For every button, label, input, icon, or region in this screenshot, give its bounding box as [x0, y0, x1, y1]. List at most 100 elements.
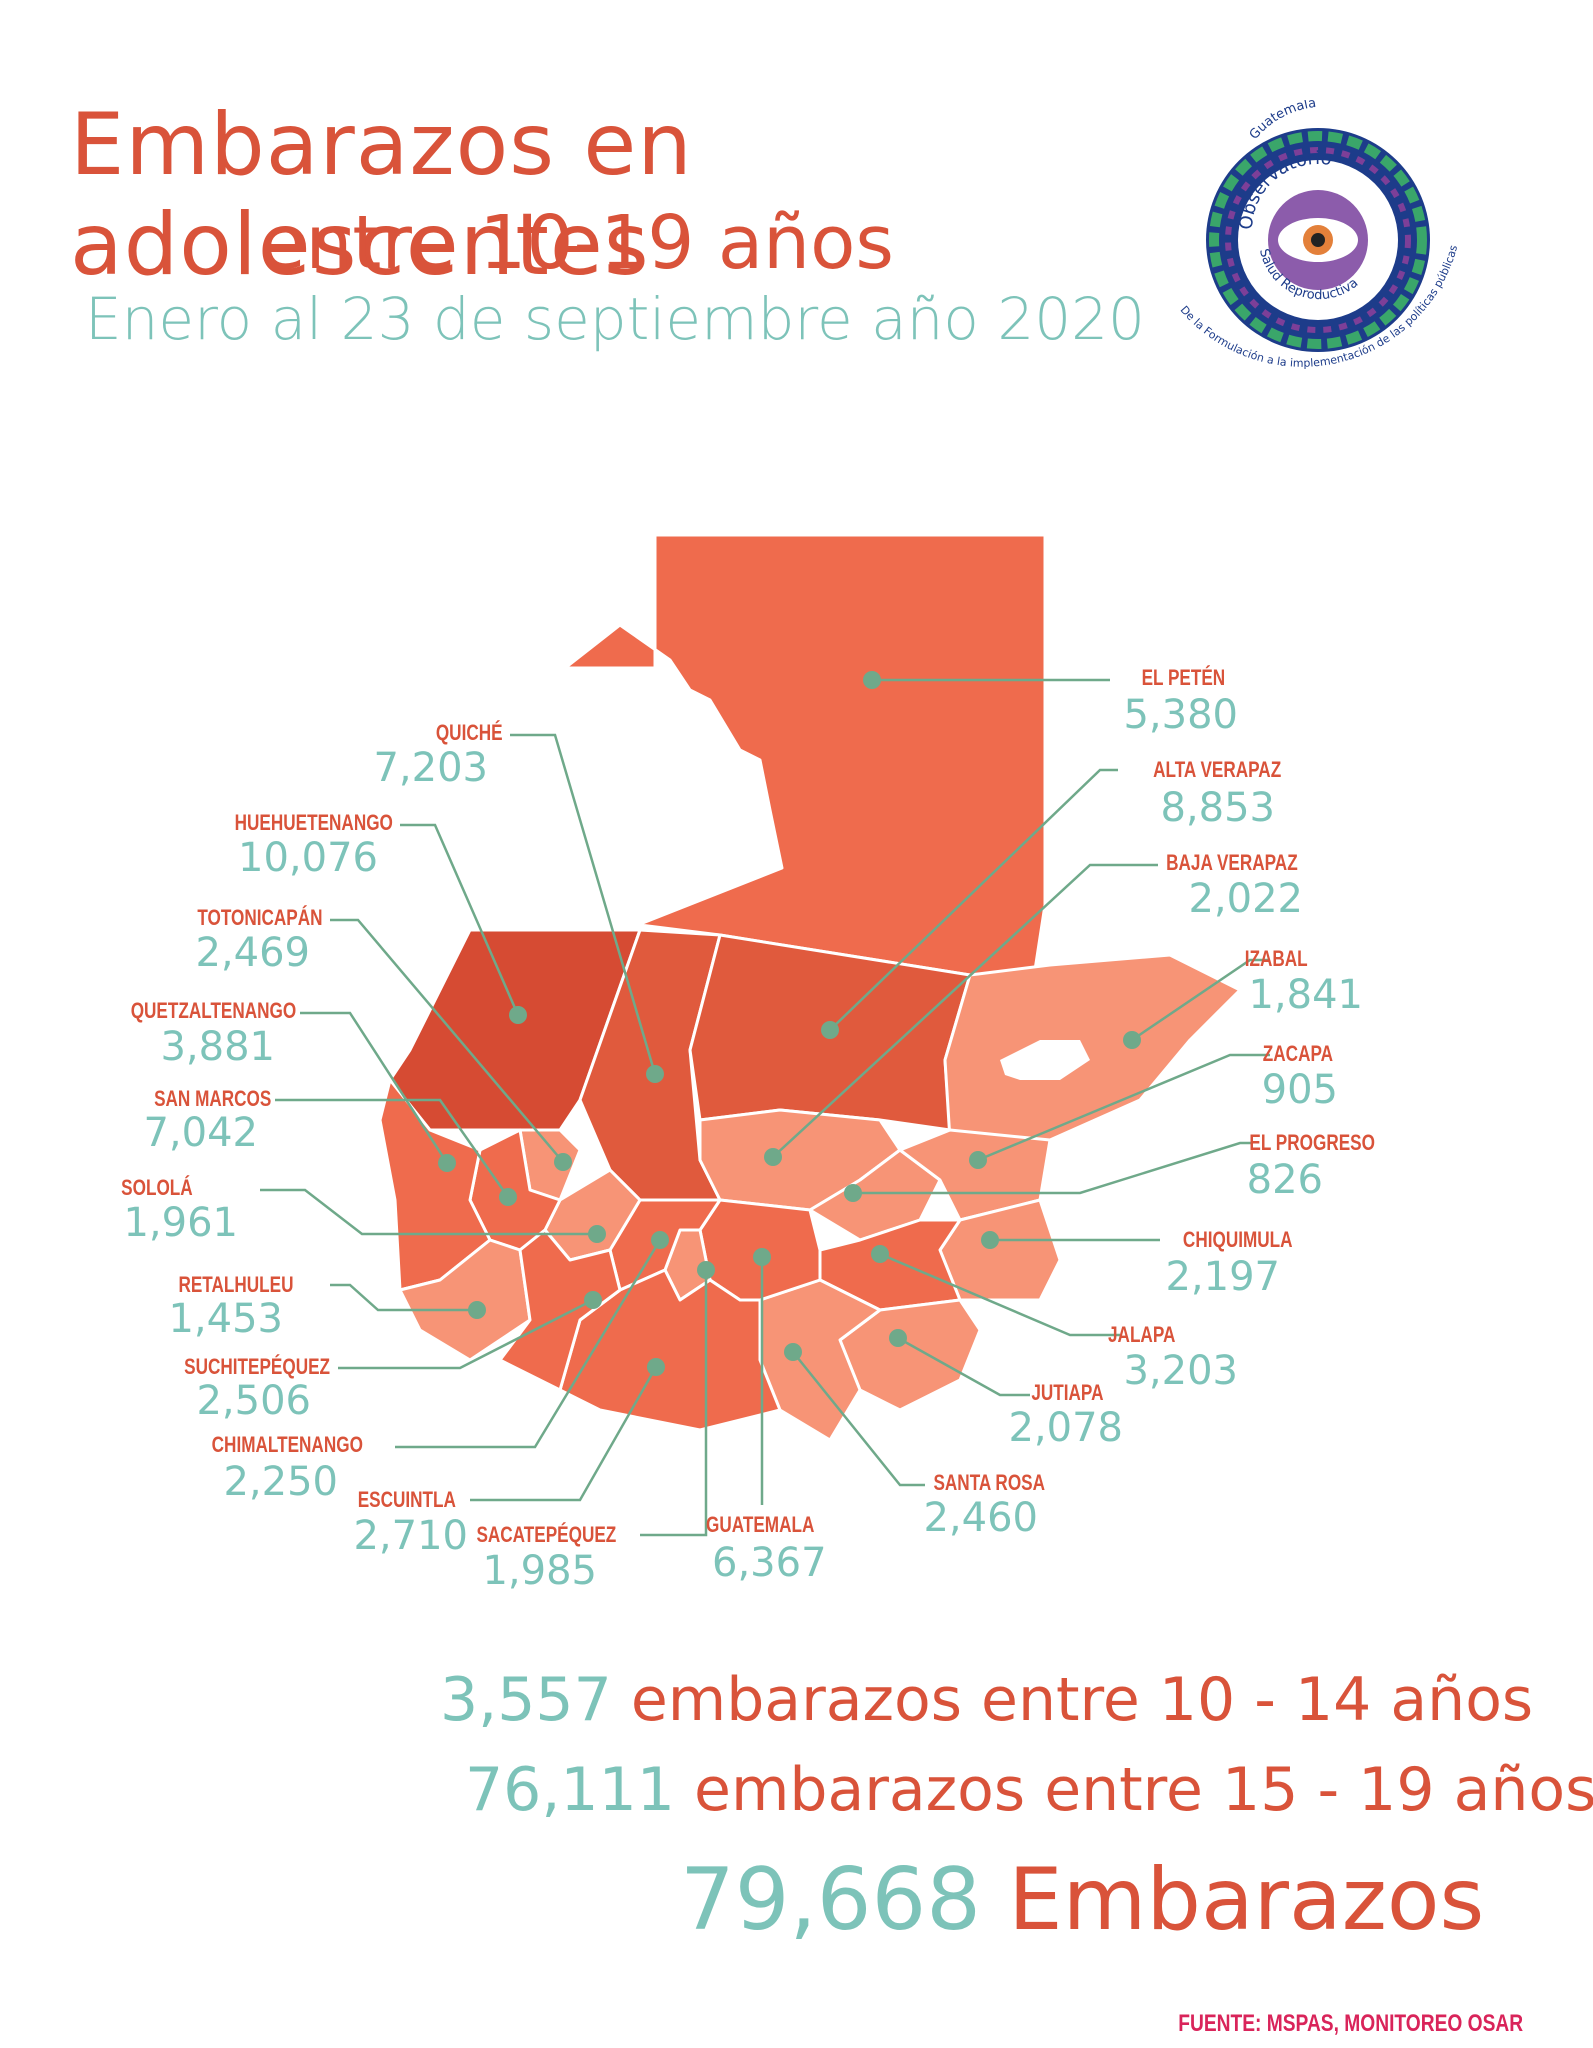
- leader-izabal: [1131, 958, 1270, 1042]
- label-name-chimaltenango: CHIMALTENANGO: [211, 1432, 363, 1457]
- label-name-baja-verapaz: BAJA VERAPAZ: [1166, 850, 1298, 875]
- label-value-quiche: 7,203: [373, 745, 488, 791]
- label-name-sacatepequez: SACATEPÉQUEZ: [476, 1522, 616, 1547]
- dot-retalhuleu: [468, 1301, 486, 1319]
- label-name-quiche: QUICHÉ: [436, 720, 503, 745]
- lake-izabal: [1000, 1040, 1090, 1080]
- total-text: Embarazos: [1008, 1850, 1485, 1950]
- title-line-1: Embarazos en adolescentes: [70, 95, 693, 295]
- label-value-zacapa: 905: [1261, 1067, 1338, 1113]
- leader-suchitepequez: [338, 1298, 594, 1370]
- label-name-totonicapan: TOTONICAPÁN: [197, 905, 323, 930]
- label-value-alta-verapaz: 8,853: [1160, 785, 1275, 831]
- dot-quetzaltenango: [438, 1154, 456, 1172]
- leader-escuintla: [470, 1366, 658, 1502]
- dot-zacapa: [969, 1151, 987, 1169]
- dot-san-marcos: [499, 1188, 517, 1206]
- summary-row-10-14: 3,557 embarazos entre 10 - 14 años: [440, 1665, 1533, 1735]
- logo-textile-pattern: [1209, 131, 1427, 349]
- leader-zacapa: [977, 1053, 1270, 1162]
- dot-jalapa: [871, 1245, 889, 1263]
- dot-quiche: [646, 1065, 664, 1083]
- dot-baja-verapaz: [764, 1148, 782, 1166]
- label-name-izabal: IZABAL: [1245, 946, 1308, 971]
- label-name-escuintla: ESCUINTLA: [357, 1487, 456, 1512]
- label-name-quetzaltenango: QUETZALTENANGO: [130, 998, 296, 1023]
- label-value-jalapa: 3,203: [1123, 1348, 1238, 1394]
- label-value-san-marcos: 7,042: [143, 1110, 258, 1156]
- label-value-huehuetenango: 10,076: [238, 835, 378, 881]
- dot-huehuetenango: [509, 1006, 527, 1024]
- dot-sacatepequez: [697, 1261, 715, 1279]
- dot-santa-rosa: [784, 1343, 802, 1361]
- label-name-huehuetenango: HUEHUETENANGO: [234, 810, 393, 835]
- leader-chimaltenango: [395, 1239, 662, 1449]
- label-name-san-marcos: SAN MARCOS: [153, 1086, 271, 1111]
- label-name-alta-verapaz: ALTA VERAPAZ: [1152, 757, 1281, 782]
- summary-total: 79,668 Embarazos: [680, 1850, 1484, 1950]
- summary-row-15-19: 76,111 embarazos entre 15 - 19 años: [465, 1755, 1593, 1825]
- label-value-retalhuleu: 1,453: [168, 1296, 283, 1342]
- region-izabal: [943, 953, 1242, 1142]
- leader-alta-verapaz: [829, 768, 1118, 1031]
- title-line-2: entre 10-19 años: [260, 200, 894, 286]
- label-value-quetzaltenango: 3,881: [160, 1024, 275, 1070]
- source-note: FUENTE: MSPAS, MONITOREO OSAR: [1178, 2010, 1523, 2037]
- dot-solola: [588, 1225, 606, 1243]
- dot-jutiapa: [889, 1329, 907, 1347]
- subtitle: Enero al 23 de septiembre año 2020: [85, 285, 1145, 353]
- label-value-izabal: 1,841: [1248, 972, 1363, 1018]
- dot-guatemala: [753, 1248, 771, 1266]
- label-value-jutiapa: 2,078: [1008, 1405, 1123, 1451]
- label-value-chiquimula: 2,197: [1165, 1254, 1280, 1300]
- dot-alta-verapaz: [821, 1021, 839, 1039]
- label-value-el-progreso: 826: [1246, 1157, 1323, 1203]
- label-name-jalapa: JALAPA: [1107, 1322, 1175, 1347]
- leader-el-progreso: [853, 1141, 1253, 1195]
- leader-quiche: [510, 733, 657, 1075]
- label-name-el-peten: EL PETÉN: [1141, 665, 1225, 690]
- summary-10-14-number: 3,557: [440, 1665, 612, 1735]
- leader-jutiapa: [897, 1336, 1030, 1397]
- dot-totonicapan: [554, 1153, 572, 1171]
- label-name-el-progreso: EL PROGRESO: [1249, 1130, 1375, 1155]
- dot-suchitepequez: [584, 1291, 602, 1309]
- leader-santa-rosa: [792, 1351, 925, 1487]
- label-name-zacapa: ZACAPA: [1262, 1041, 1333, 1066]
- dot-izabal: [1123, 1031, 1141, 1049]
- summary-15-19-number: 76,111: [465, 1755, 675, 1825]
- label-name-jutiapa: JUTIAPA: [1030, 1380, 1103, 1405]
- observatorio-logo: Guatemala Observatorio Salud Reproductiv…: [1178, 100, 1461, 370]
- total-number: 79,668: [680, 1850, 981, 1950]
- leader-solola: [260, 1188, 597, 1236]
- leader-san-marcos: [275, 1098, 510, 1198]
- label-name-chiquimula: CHIQUIMULA: [1183, 1227, 1293, 1252]
- label-value-santa-rosa: 2,460: [923, 1495, 1038, 1541]
- dot-el-peten: [863, 671, 881, 689]
- label-value-escuintla: 2,710: [353, 1513, 468, 1559]
- label-value-baja-verapaz: 2,022: [1188, 876, 1303, 922]
- label-value-chimaltenango: 2,250: [223, 1459, 338, 1505]
- leader-quetzaltenango: [300, 1011, 449, 1164]
- label-value-guatemala: 6,367: [712, 1540, 827, 1586]
- leader-baja-verapaz: [772, 863, 1158, 1158]
- label-name-solola: SOLOLÁ: [121, 1175, 193, 1200]
- leader-huehuetenango: [400, 823, 520, 1016]
- dot-escuintla: [647, 1358, 665, 1376]
- dot-chiquimula: [981, 1231, 999, 1249]
- leader-totonicapan: [330, 918, 564, 1163]
- label-name-suchitepequez: SUCHITEPÉQUEZ: [184, 1354, 330, 1379]
- summary-10-14-text: embarazos entre 10 - 14 años: [630, 1665, 1534, 1735]
- label-name-retalhuleu: RETALHULEU: [177, 1272, 293, 1297]
- label-value-solola: 1,961: [123, 1200, 238, 1246]
- summary-15-19-text: embarazos entre 15 - 19 años: [694, 1755, 1593, 1825]
- leader-retalhuleu: [330, 1283, 477, 1312]
- label-value-suchitepequez: 2,506: [196, 1378, 311, 1424]
- dot-chimaltenango: [651, 1231, 669, 1249]
- label-name-santa-rosa: SANTA ROSA: [933, 1470, 1045, 1495]
- label-value-el-peten: 5,380: [1123, 692, 1238, 738]
- label-name-guatemala: GUATEMALA: [706, 1512, 815, 1537]
- leader-jalapa: [879, 1252, 1120, 1337]
- region-el-peten: [558, 533, 1047, 977]
